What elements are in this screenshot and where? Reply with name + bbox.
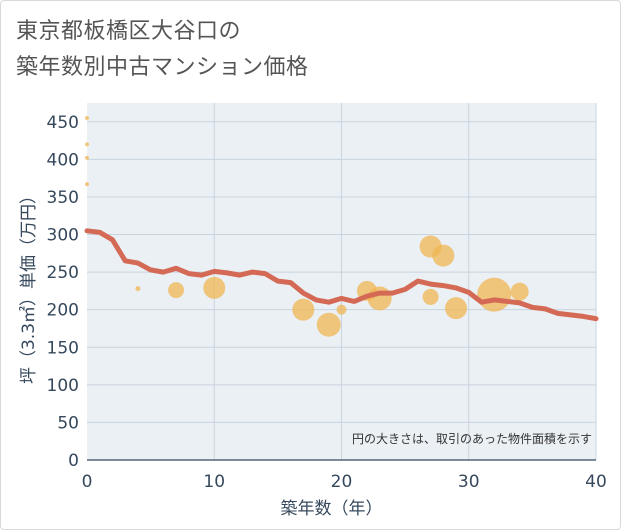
y-tick-label: 350 (47, 188, 79, 208)
size-annotation: 円の大きさは、取引のあった物件面積を示す (352, 431, 592, 446)
y-tick-label: 100 (47, 376, 79, 396)
y-tick-label: 200 (47, 301, 79, 321)
y-tick-label: 50 (57, 413, 79, 433)
y-axis-label: 坪（3.3㎡）単価（万円） (19, 187, 39, 384)
bubble-point (316, 312, 341, 337)
x-tick-label: 30 (458, 472, 480, 492)
bubble-point (336, 304, 347, 315)
trend-line (84, 228, 599, 322)
bubble-point (432, 244, 455, 267)
x-tick-label: 0 (82, 472, 93, 492)
y-tick-label: 250 (47, 263, 79, 283)
x-axis-label: 築年数（年） (281, 499, 383, 519)
bubble-point (85, 155, 89, 160)
y-tick-label: 450 (47, 113, 79, 133)
bubble-point (85, 182, 89, 187)
bubble-point (292, 298, 315, 321)
x-tick-label: 10 (203, 472, 225, 492)
bubble-point (135, 286, 141, 292)
bubble-point (477, 277, 512, 312)
y-tick-label: 150 (47, 338, 79, 358)
y-tick-labels: 0 50 100 150 200 250 300 350 400 450 (47, 113, 79, 471)
bubble-point (510, 282, 529, 301)
x-tick-labels: 0 10 20 30 40 (82, 472, 607, 492)
bubble-point (422, 288, 439, 305)
bubble-point (168, 282, 185, 299)
bubble-point (85, 116, 89, 121)
y-tick-label: 400 (47, 150, 79, 170)
bubble-point (367, 286, 392, 311)
chart-title: 東京都板橋区大谷口の 築年数別中古マンション価格 (16, 14, 309, 86)
chart-title-line-1: 東京都板橋区大谷口の (16, 19, 242, 44)
chart-title-line-2: 築年数別中古マンション価格 (16, 55, 309, 80)
x-tick-label: 20 (331, 472, 353, 492)
bubble-point (85, 142, 89, 147)
y-tick-label: 0 (68, 451, 79, 471)
x-tick-label: 40 (585, 472, 607, 492)
y-tick-label: 300 (47, 226, 79, 246)
bubble-point (445, 297, 468, 320)
bubble-point (203, 276, 226, 299)
